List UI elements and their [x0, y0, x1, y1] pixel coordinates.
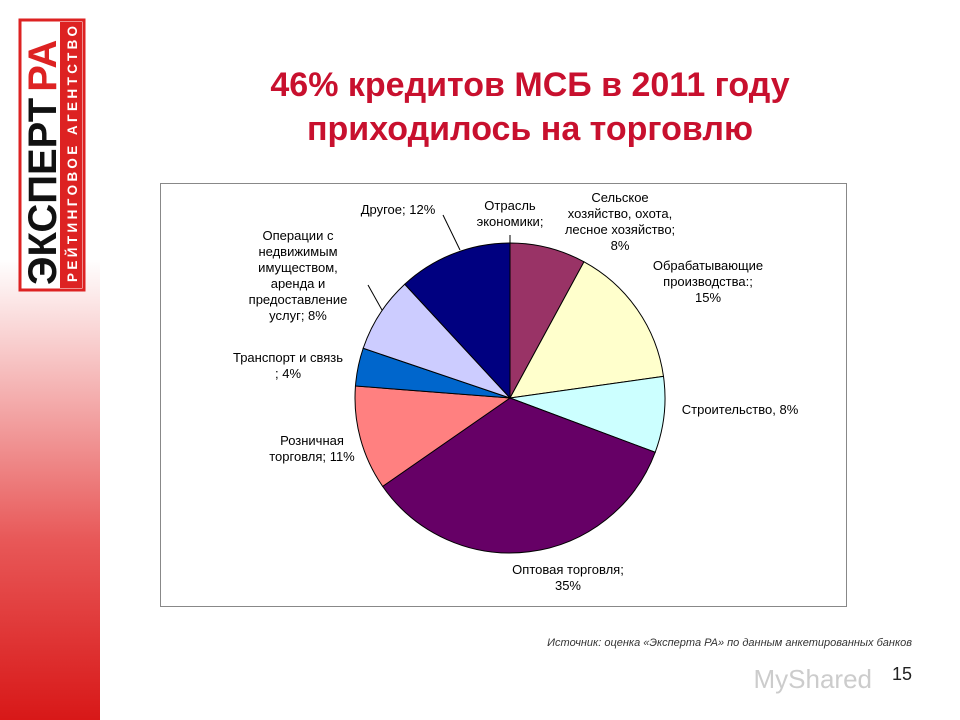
data-label: Строительство, 8%: [682, 402, 799, 418]
label-value: 8%: [779, 402, 799, 417]
leader-line: [367, 284, 383, 311]
data-label: Розничная торговля; 11%: [269, 433, 355, 465]
label-value: 8%: [308, 308, 327, 323]
data-label: Сельское хозяйство, охота, лесное хозяйс…: [565, 190, 675, 254]
title-line: 46% кредитов МСБ в 2011 году приходилось …: [270, 66, 789, 148]
label-value: 12%: [409, 202, 436, 217]
data-label: Другое; 12%: [361, 202, 436, 218]
logo-name: ЭКСПЕРТ РА: [21, 40, 65, 285]
label-category: Операции с недвижимым имуществом, аренда…: [248, 228, 348, 323]
label-category: Сельское хозяйство, охота, лесное хозяйс…: [564, 190, 676, 237]
title-line: приходилось на торговлю: [307, 110, 753, 148]
source: Источник: оценка «Эксперта РА» по данным…: [547, 637, 912, 649]
label-category: Обрабатывающие производства:;: [652, 258, 764, 289]
label-value: 15%: [694, 290, 722, 305]
logo-tagline: РЕЙТИНГОВОЕ АГЕНТСТВО: [65, 26, 80, 282]
pie-slice: [404, 242, 511, 400]
leader-line: [442, 214, 461, 251]
label-value: 35%: [554, 578, 582, 593]
logo-name-main: ЭКСПЕРТ: [21, 98, 65, 285]
data-label: Обрабатывающие производства:; 15%: [653, 258, 763, 306]
data-label: Транспорт и связь ; 4%: [233, 350, 343, 382]
page-number: 15: [892, 664, 912, 684]
pie-slice: [509, 261, 665, 399]
data-label: Оптовая торговля; 35%: [512, 562, 624, 594]
chart-frame: [160, 183, 847, 607]
pie-slice: [354, 385, 512, 488]
label-value: 11%: [329, 449, 355, 464]
label-category: Транспорт и связь ;: [232, 350, 344, 381]
pie: [354, 242, 666, 554]
logo-name-accent: РА: [21, 40, 65, 92]
label-value: 4%: [282, 366, 302, 381]
series-name: Отрасль экономики;: [476, 198, 544, 229]
label-category: Розничная торговля;: [269, 433, 344, 464]
watermark: MyShared: [754, 664, 873, 694]
title-line: 46% кредитов МСБ в 2011 году: [270, 66, 789, 104]
label-value: 8%: [610, 238, 630, 253]
pie-slice: [381, 397, 656, 554]
data-label: Операции с недвижимым имуществом, аренда…: [249, 228, 348, 324]
logo-band: [60, 22, 82, 288]
label-category: Другое;: [360, 202, 406, 217]
label-category: Оптовая торговля;: [512, 562, 624, 577]
label-category: Строительство,: [681, 402, 776, 417]
